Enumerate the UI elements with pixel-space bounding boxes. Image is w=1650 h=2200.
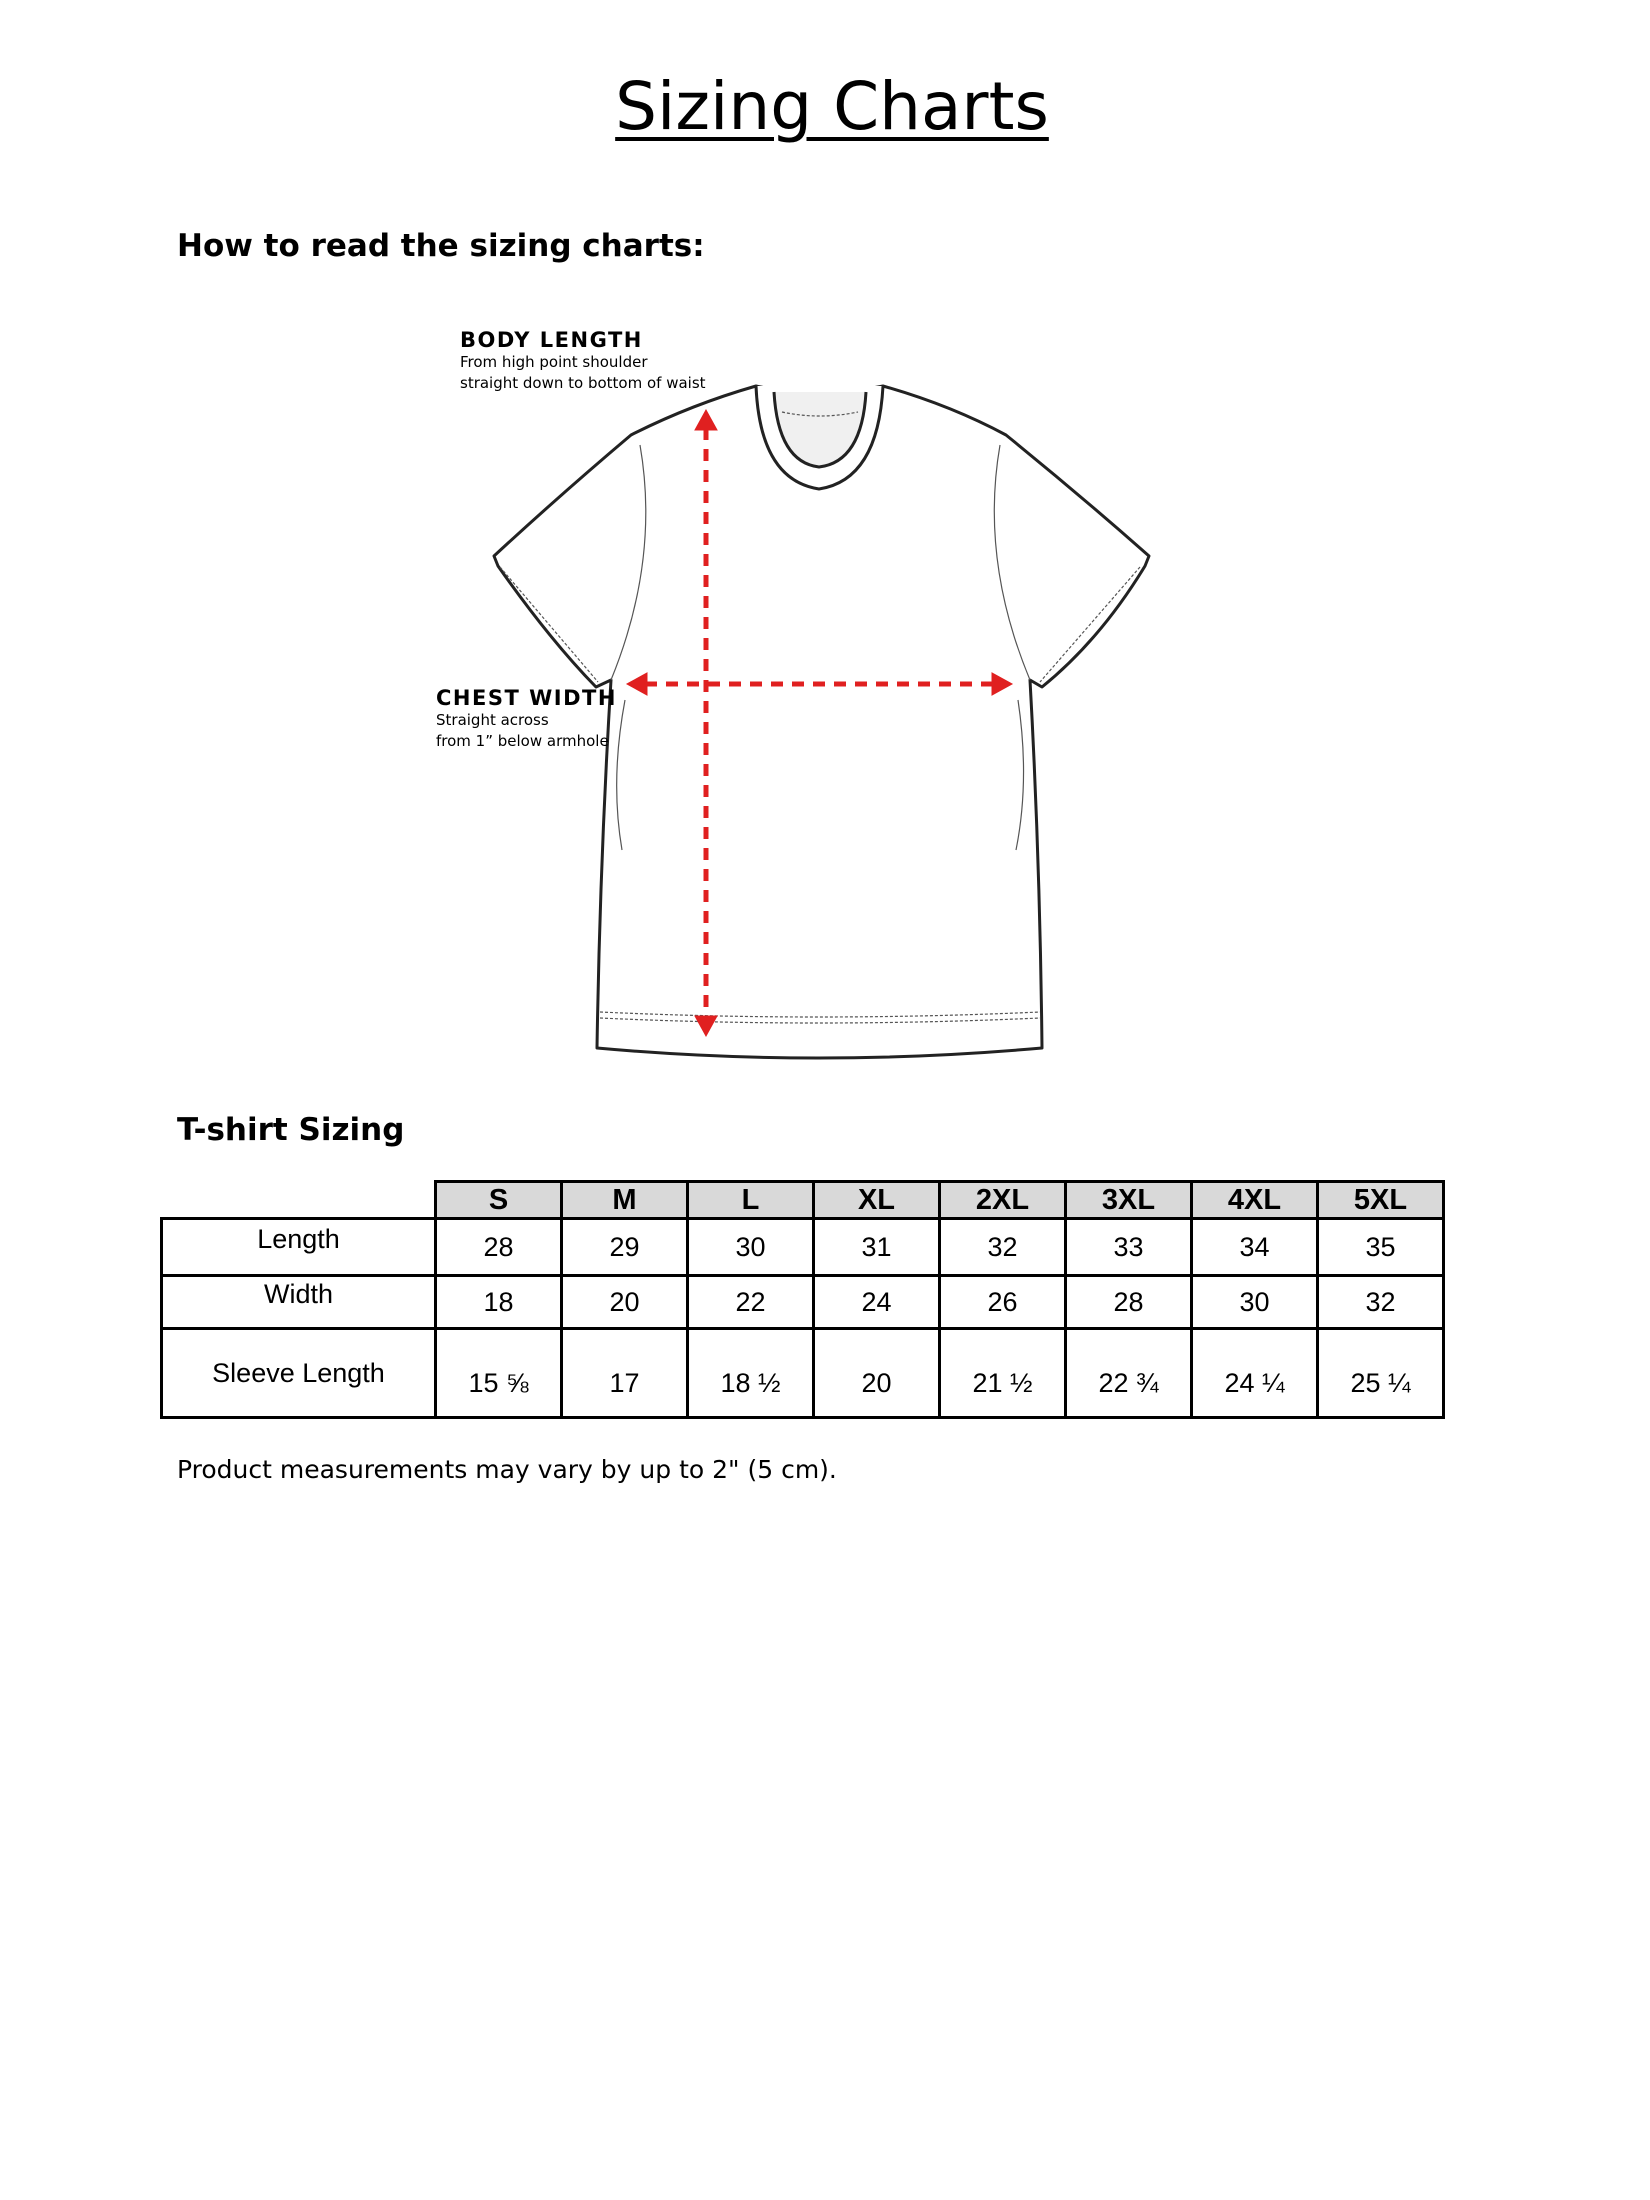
table-cell: 20 bbox=[812, 1327, 941, 1419]
size-header: L bbox=[686, 1180, 815, 1220]
table-cell: 21 ½ bbox=[938, 1327, 1067, 1419]
body-length-heading: BODY LENGTH bbox=[460, 328, 643, 352]
table-cell: 28 bbox=[1064, 1274, 1193, 1330]
table-heading: T-shirt Sizing bbox=[177, 1112, 405, 1148]
size-header: 4XL bbox=[1190, 1180, 1319, 1220]
table-cell: 33 bbox=[1064, 1217, 1193, 1277]
size-header: 5XL bbox=[1316, 1180, 1445, 1220]
table-cell: 24 bbox=[812, 1274, 941, 1330]
measurement-note: Product measurements may vary by up to 2… bbox=[177, 1455, 837, 1484]
table-cell: 30 bbox=[1190, 1274, 1319, 1330]
chest-width-arrow bbox=[625, 672, 1014, 696]
size-header: XL bbox=[812, 1180, 941, 1220]
body-length-arrow bbox=[694, 408, 718, 1038]
body-length-line1: From high point shoulder bbox=[460, 353, 648, 371]
table-cell: 32 bbox=[938, 1217, 1067, 1277]
table-row: Length 28 29 30 31 32 33 34 35 bbox=[160, 1217, 1445, 1277]
chest-width-label: CHEST WIDTH Straight across from 1” belo… bbox=[436, 686, 617, 752]
table-cell: 18 ½ bbox=[686, 1327, 815, 1419]
corner-cell bbox=[161, 1181, 436, 1220]
chest-width-line1: Straight across bbox=[436, 711, 549, 729]
table-cell: 25 ¼ bbox=[1316, 1327, 1445, 1419]
table-cell: 22 bbox=[686, 1274, 815, 1330]
size-header: 3XL bbox=[1064, 1180, 1193, 1220]
table-cell: 29 bbox=[560, 1217, 689, 1277]
table-row: Width 18 20 22 24 26 28 30 32 bbox=[160, 1274, 1445, 1330]
tshirt-outline bbox=[492, 384, 1151, 1060]
table-cell: 35 bbox=[1316, 1217, 1445, 1277]
table-cell: 34 bbox=[1190, 1217, 1319, 1277]
how-to-heading: How to read the sizing charts: bbox=[177, 228, 705, 264]
size-header: S bbox=[434, 1180, 563, 1220]
table-cell: 20 bbox=[560, 1274, 689, 1330]
table-cell: 26 bbox=[938, 1274, 1067, 1330]
chest-width-heading: CHEST WIDTH bbox=[436, 686, 617, 710]
table-cell: 24 ¼ bbox=[1190, 1327, 1319, 1419]
table-cell: 17 bbox=[560, 1327, 689, 1419]
table-cell: 32 bbox=[1316, 1274, 1445, 1330]
table-cell: 30 bbox=[686, 1217, 815, 1277]
table-cell: 31 bbox=[812, 1217, 941, 1277]
row-label: Length bbox=[160, 1217, 437, 1277]
row-label: Width bbox=[160, 1274, 437, 1330]
body-length-line2: straight down to bottom of waist bbox=[460, 374, 706, 392]
table-cell: 18 bbox=[434, 1274, 563, 1330]
chest-width-line2: from 1” below armhole bbox=[436, 732, 609, 750]
table-row: Sleeve Length 15 ⅝ 17 18 ½ 20 21 ½ 22 ¾ … bbox=[160, 1327, 1445, 1419]
table-cell: 22 ¾ bbox=[1064, 1327, 1193, 1419]
table-cell: 28 bbox=[434, 1217, 563, 1277]
table-cell: 15 ⅝ bbox=[434, 1327, 563, 1419]
size-header: 2XL bbox=[938, 1180, 1067, 1220]
size-header: M bbox=[560, 1180, 689, 1220]
header-row: S M L XL 2XL 3XL 4XL 5XL bbox=[161, 1180, 1445, 1220]
page-title: Sizing Charts bbox=[615, 68, 1049, 145]
body-length-label: BODY LENGTH From high point shoulder str… bbox=[460, 328, 706, 394]
row-label: Sleeve Length bbox=[160, 1327, 437, 1419]
sizing-table: S M L XL 2XL 3XL 4XL 5XL Length 28 29 30… bbox=[160, 1180, 1445, 1419]
